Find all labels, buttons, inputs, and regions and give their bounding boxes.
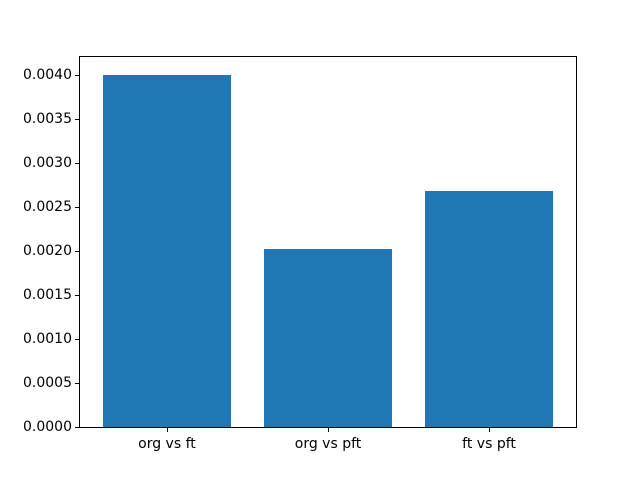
y-tick-label: 0.0030: [23, 155, 72, 172]
y-tick-mark: [75, 162, 79, 164]
y-tick-mark: [75, 250, 79, 252]
bar-ft-vs-pft: [424, 190, 554, 427]
y-tick-mark: [75, 426, 79, 428]
plot-area: [79, 56, 577, 428]
x-tick-label-org-vs-ft: org vs ft: [138, 436, 196, 452]
y-tick-mark: [75, 74, 79, 76]
y-tick-label: 0.0035: [23, 111, 72, 128]
y-tick-label: 0.0005: [23, 375, 72, 392]
y-tick-label: 0.0000: [23, 419, 72, 435]
y-tick-label: 0.0010: [23, 331, 72, 348]
x-tick-label-ft-vs-pft: ft vs pft: [462, 436, 516, 452]
y-tick-label: 0.0015: [23, 287, 72, 304]
y-tick-mark: [75, 206, 79, 208]
x-tick-mark: [489, 428, 491, 432]
y-tick-mark: [75, 118, 79, 120]
y-tick-mark: [75, 382, 79, 384]
y-tick-mark: [75, 294, 79, 296]
y-tick-label: 0.0020: [23, 243, 72, 260]
bar-org-vs-pft: [263, 248, 393, 427]
x-tick-mark: [328, 428, 329, 432]
bar-org-vs-ft: [102, 74, 232, 427]
y-tick-label: 0.0025: [23, 199, 72, 216]
y-tick-label: 0.0040: [23, 67, 72, 84]
x-tick-label-org-vs-pft: org vs pft: [294, 436, 362, 452]
y-tick-mark: [75, 338, 79, 340]
x-tick-mark: [166, 428, 168, 432]
